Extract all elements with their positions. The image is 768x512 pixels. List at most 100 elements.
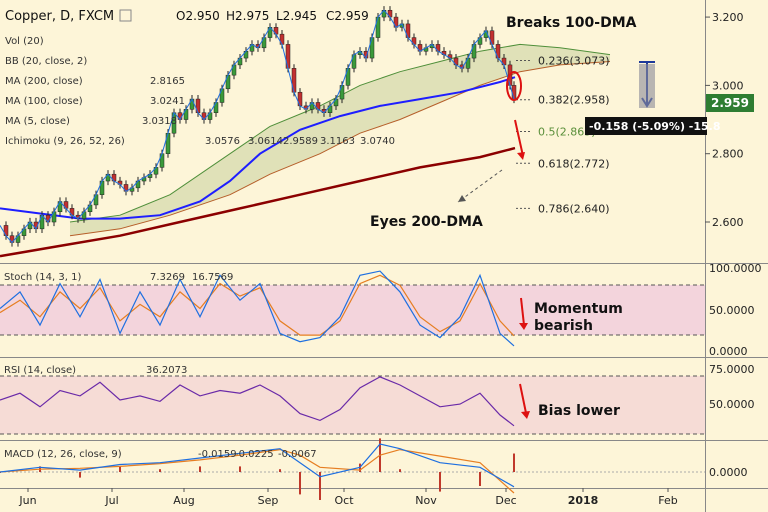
time-label: Jun: [18, 494, 36, 507]
macd-hist-bar: [159, 469, 161, 472]
ma200-label: MA (200, close): [5, 76, 83, 87]
time-label: Feb: [658, 494, 677, 507]
time-label: Nov: [415, 494, 437, 507]
fib-label: 0.382(2.958): [538, 94, 610, 107]
change-label: -0.158 (-5.09%) -15.8: [589, 120, 721, 133]
rsi-band: [0, 376, 705, 434]
macd-hist-bar: [279, 469, 281, 472]
macd-hist-bar: [513, 453, 515, 472]
annotation-momentum-2: bearish: [534, 318, 593, 334]
stoch-arrow-head: [519, 323, 528, 330]
ma5-value: 3.0318: [142, 116, 177, 127]
time-label: Aug: [173, 494, 194, 507]
stoch-tick-100: 100.0000: [709, 262, 762, 275]
ma5-line: [0, 9, 515, 244]
rsi-arrow-head: [521, 411, 530, 419]
macd-hist-bar: [119, 466, 121, 472]
macd-line: [0, 443, 515, 488]
macd-label: MACD (12, 26, close, 9): [4, 449, 122, 460]
vol-label: Vol (20): [5, 36, 44, 47]
ohlc-low: L2.945: [276, 9, 317, 23]
stoch-label: Stoch (14, 3, 1): [4, 272, 81, 283]
bb-label: BB (20, close, 2): [5, 56, 87, 67]
ichimoku-v1: 3.0576: [205, 136, 240, 147]
macd-tick-0: 0.0000: [709, 466, 748, 479]
macd-hist-bar: [239, 466, 241, 472]
macd-hist-bar: [399, 469, 401, 472]
ma100-label: MA (100, close): [5, 96, 83, 107]
ichimoku-cloud-layer: [69, 43, 611, 237]
symbol-title: Copper, D, FXCM: [5, 9, 114, 24]
ichimoku-v2: 3.0614: [248, 136, 283, 147]
rsi-tick-75: 75.0000: [709, 363, 755, 376]
annotation-momentum-1: Momentum: [534, 301, 623, 317]
moving-averages-layer: [0, 76, 516, 258]
macd-hist-bar: [479, 472, 481, 486]
macd-hist-bar: [299, 472, 301, 495]
ma100-value: 3.0241: [150, 96, 185, 107]
ma5-label: MA (5, close): [5, 116, 70, 127]
ohlc-high: H2.975: [226, 9, 269, 23]
macd-hist-bar: [199, 466, 201, 472]
fib-label: 0.236(3.073): [538, 54, 610, 67]
macd-hist-bar: [79, 472, 81, 478]
measure-box: [639, 64, 655, 108]
ma200-line: [0, 146, 516, 258]
down-arrow-head: [517, 152, 525, 160]
macd-v1: -0.0159: [198, 449, 237, 460]
time-label: 2018: [568, 494, 599, 507]
ichimoku-v5: 3.0740: [360, 136, 395, 147]
stoch-arrow: [520, 297, 525, 326]
rsi-layer: [0, 376, 515, 427]
price-tick-label: 2.800: [712, 148, 744, 161]
change-box: [585, 117, 707, 135]
price-axis-ticks: 3.200 3.000 2.800 2.600: [705, 11, 744, 229]
time-label: Dec: [495, 494, 516, 507]
macd-v2: -0.0225: [235, 449, 274, 460]
ichimoku-span-a: [69, 43, 611, 223]
candle-body: [511, 85, 517, 100]
ma200-value: 2.8165: [150, 76, 185, 87]
rsi-tick-50: 50.0000: [709, 398, 755, 411]
price-tick-label: 3.000: [712, 79, 744, 92]
stoch-d-value: 16.7569: [192, 272, 233, 283]
stoch-tick-0: 0.0000: [709, 345, 748, 358]
price-tick-label: 2.600: [712, 216, 744, 229]
stoch-tick-50: 50.0000: [709, 304, 755, 317]
ichimoku-span-b: [69, 61, 611, 237]
ma100-line: [0, 76, 516, 220]
ichimoku-cloud: [70, 44, 610, 236]
fibonacci-layer: 0.236(3.073) 0.382(2.958) 0.5(2.865) 0.618(…: [516, 54, 610, 215]
ohlc-open: O2.950: [176, 9, 220, 23]
time-label: Oct: [334, 494, 354, 507]
rsi-label: RSI (14, close): [4, 365, 76, 376]
time-axis-labels: Jun Jul Aug Sep Oct Nov Dec 2018 Feb: [18, 488, 678, 507]
ichimoku-v4: 3.1163: [320, 136, 355, 147]
rsi-line: [0, 376, 515, 427]
macd-layer: [0, 438, 705, 500]
annotation-bias: Bias lower: [538, 403, 620, 419]
ohlc-close: C2.959: [326, 9, 369, 23]
stoch-k-line: [0, 270, 515, 347]
breakdown-circle: [506, 71, 522, 101]
annotation-eyes: Eyes 200-DMA: [370, 214, 483, 230]
fib-label: 0.618(2.772): [538, 157, 610, 170]
last-price-box: [706, 94, 754, 112]
ichimoku-v3: 2.9589: [283, 136, 318, 147]
fib-label: 0.5(2.865): [538, 126, 596, 139]
ichimoku-label: Ichimoku (9, 26, 52, 26): [5, 136, 125, 147]
annotation-breaks: Breaks 100-DMA: [506, 15, 637, 31]
annotation-arrow-head: [458, 195, 466, 202]
settings-icon[interactable]: [119, 9, 132, 22]
stoch-k-value: 7.3269: [150, 272, 185, 283]
down-arrow: [514, 119, 524, 157]
rsi-value: 36.2073: [146, 365, 187, 376]
stoch-layer: [0, 270, 515, 347]
stoch-d-line: [0, 274, 515, 337]
macd-hist-bar: [439, 472, 441, 492]
rsi-arrow: [519, 383, 527, 414]
price-layer: [0, 6, 517, 247]
price-tick-label: 3.200: [712, 11, 744, 24]
